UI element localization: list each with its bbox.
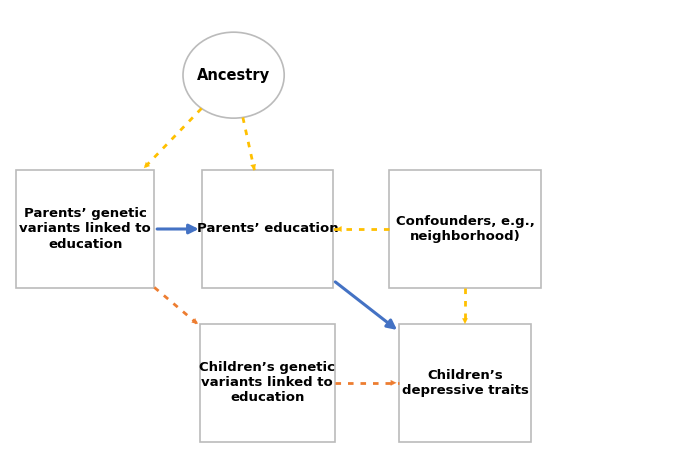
FancyBboxPatch shape	[200, 324, 335, 442]
FancyBboxPatch shape	[399, 324, 531, 442]
Text: Ancestry: Ancestry	[197, 68, 270, 82]
FancyBboxPatch shape	[16, 170, 154, 288]
Text: Confounders, e.g.,
neighborhood): Confounders, e.g., neighborhood)	[395, 215, 534, 243]
FancyBboxPatch shape	[389, 170, 541, 288]
Text: Parents’ genetic
variants linked to
education: Parents’ genetic variants linked to educ…	[19, 207, 151, 251]
FancyBboxPatch shape	[201, 170, 333, 288]
Text: Children’s
depressive traits: Children’s depressive traits	[401, 369, 528, 397]
Text: Parents’ education: Parents’ education	[197, 223, 338, 235]
Text: Children’s genetic
variants linked to
education: Children’s genetic variants linked to ed…	[199, 361, 336, 404]
Ellipse shape	[183, 32, 284, 118]
